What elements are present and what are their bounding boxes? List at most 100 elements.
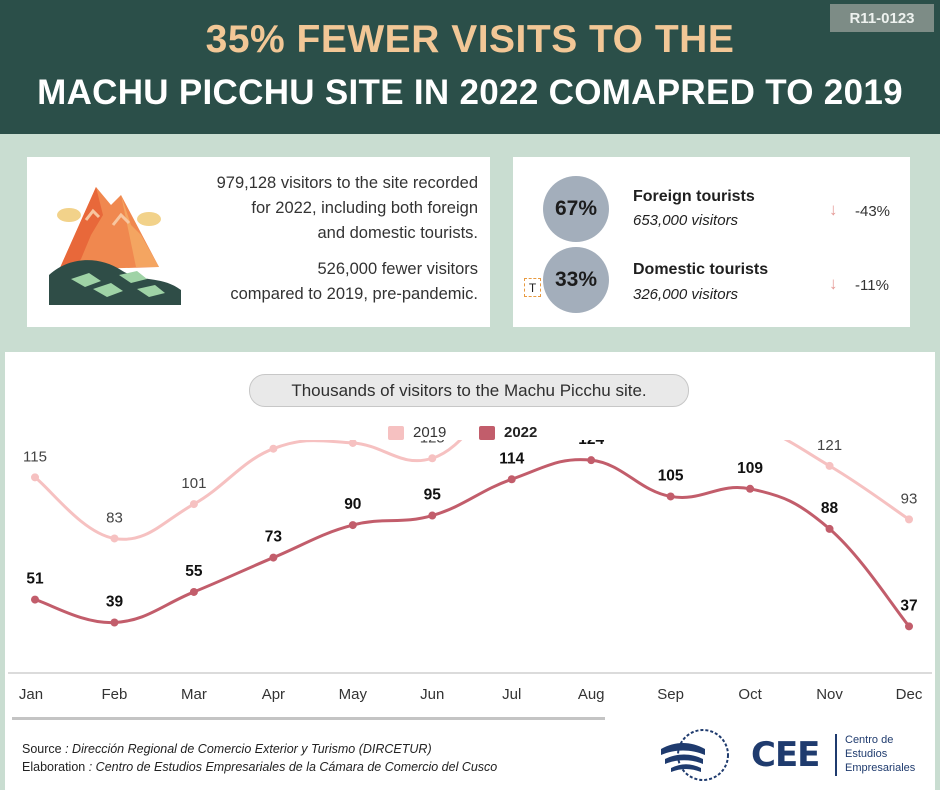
- x-tick-label: Sep: [657, 686, 684, 703]
- data-point-2022: [905, 622, 913, 631]
- fewer-visitors-text: 526,000 fewer visitors compared to 2019,…: [158, 257, 478, 307]
- data-point-2019: [825, 461, 834, 470]
- summary-line: for 2022, including both foreign: [251, 199, 478, 217]
- domestic-label: Domestic tourists: [633, 261, 769, 278]
- data-point-2022: [666, 492, 675, 501]
- x-tick-label: Aug: [578, 686, 605, 703]
- data-point-2019: [31, 473, 39, 482]
- data-label-2022: 124: [578, 440, 604, 448]
- logo-name-line: Empresariales: [845, 762, 916, 774]
- domestic-visitors: 326,000 visitors: [633, 286, 739, 303]
- page-title-line1: 35% FEWER VISITS TO THE: [205, 18, 735, 61]
- data-point-2022: [825, 524, 834, 533]
- x-tick-label: Jul: [502, 686, 521, 703]
- logo-divider: [835, 734, 837, 776]
- legend-label-2019: 2019: [413, 424, 447, 441]
- total-visitors-text: 979,128 visitors to the site recorded fo…: [158, 171, 478, 246]
- data-label-2022: 88: [821, 500, 839, 517]
- data-label-2022: 105: [658, 467, 684, 484]
- data-label-2019: 115: [23, 448, 47, 465]
- elaboration-text: : Centro de Estudios Empresariales de la…: [88, 760, 498, 774]
- legend-swatch-2022: [479, 425, 495, 440]
- data-point-2019: [348, 440, 357, 447]
- data-point-2019: [110, 534, 119, 543]
- data-point-2019: [269, 444, 278, 453]
- logos: CEE Centro de Estudios Empresariales: [655, 727, 935, 783]
- header-banner: R11-0123 35% FEWER VISITS TO THE MACHU P…: [0, 0, 940, 134]
- summary-card: 979,128 visitors to the site recorded fo…: [27, 157, 490, 327]
- series-line-2019: [34, 440, 910, 541]
- data-point-2022: [269, 553, 278, 562]
- chart-title: Thousands of visitors to the Machu Picch…: [249, 374, 689, 407]
- data-label-2022: 39: [106, 594, 124, 611]
- data-point-2019: [428, 454, 437, 463]
- logo-name-line: Centro de: [845, 734, 894, 746]
- cee-logo: CEE: [751, 735, 820, 775]
- foreign-share-badge: 67%: [543, 176, 609, 242]
- data-label-2022: 90: [344, 496, 361, 513]
- legend-swatch-2019: [388, 425, 404, 440]
- down-arrow-icon: ↓: [829, 200, 838, 219]
- data-label-2022: 37: [900, 597, 917, 614]
- divider: [12, 717, 605, 720]
- summary-line: 526,000 fewer visitors: [317, 260, 479, 278]
- data-point-2019: [189, 500, 198, 509]
- x-tick-label: Oct: [738, 686, 762, 703]
- data-point-2019: [905, 515, 913, 524]
- logo-name-line: Estudios: [845, 748, 888, 760]
- foreign-visitors: 653,000 visitors: [633, 212, 739, 229]
- x-tick-label: Jan: [19, 686, 43, 703]
- frame-right: [935, 134, 940, 790]
- data-label-2019: 121: [817, 440, 842, 454]
- data-label-2022: 109: [737, 460, 763, 477]
- summary-line: and domestic tourists.: [317, 224, 479, 242]
- data-label-2019: 93: [901, 490, 918, 507]
- page-title-line2: MACHU PICCHU SITE IN 2022 COMAPRED TO 20…: [37, 73, 903, 112]
- text-tool-icon[interactable]: T: [524, 278, 541, 297]
- source-label: Source: [22, 742, 62, 756]
- elaboration-label: Elaboration: [22, 760, 86, 774]
- cee-logo-name: Centro de Estudios Empresariales: [845, 733, 915, 775]
- data-label-2022: 73: [265, 529, 283, 546]
- domestic-change: -11%: [855, 277, 889, 294]
- source-text: : Dirección Regional de Comercio Exterio…: [65, 742, 432, 756]
- breakdown-card: 67% Foreign tourists 653,000 visitors ↓ …: [513, 157, 910, 327]
- foreign-label: Foreign tourists: [633, 188, 755, 205]
- frame-left: [0, 134, 5, 790]
- foreign-change: -43%: [855, 203, 891, 220]
- data-label-2019: 101: [181, 475, 206, 492]
- data-label-2019: 83: [106, 509, 123, 526]
- x-tick-label: Apr: [262, 686, 285, 703]
- data-point-2022: [31, 595, 39, 604]
- legend-item-2019: 2019: [388, 424, 446, 441]
- data-point-2022: [110, 618, 119, 627]
- data-point-2022: [746, 484, 755, 493]
- data-point-2022: [348, 521, 357, 530]
- line-chart: 1158310113013312515916414114212193513955…: [8, 440, 932, 703]
- x-tick-label: Feb: [102, 686, 128, 703]
- report-code-badge: R11-0123: [830, 4, 934, 32]
- chamber-seal-icon: [661, 729, 729, 781]
- x-tick-label: Nov: [816, 686, 843, 703]
- data-label-2022: 114: [499, 450, 524, 467]
- summary-line: compared to 2019, pre-pandemic.: [230, 285, 478, 303]
- data-label-2022: 55: [185, 563, 203, 580]
- data-label-2022: 95: [424, 487, 442, 504]
- data-point-2022: [587, 456, 596, 465]
- data-point-2022: [428, 511, 437, 520]
- down-arrow-icon: ↓: [829, 274, 838, 293]
- data-label-2019: 125: [420, 440, 445, 446]
- x-tick-label: May: [339, 686, 368, 703]
- legend-item-2022: 2022: [479, 424, 537, 441]
- series-line-2022: [34, 458, 911, 628]
- data-point-2022: [507, 475, 516, 484]
- summary-line: 979,128 visitors to the site recorded: [216, 174, 478, 192]
- data-point-2022: [189, 587, 198, 596]
- source-note: Source : Dirección Regional de Comercio …: [22, 740, 497, 776]
- x-tick-label: Jun: [420, 686, 444, 703]
- data-label-2022: 51: [26, 571, 44, 588]
- x-tick-label: Dec: [896, 686, 923, 703]
- mountain-icon: [49, 187, 181, 305]
- x-tick-label: Mar: [181, 686, 207, 703]
- legend-label-2022: 2022: [504, 424, 538, 441]
